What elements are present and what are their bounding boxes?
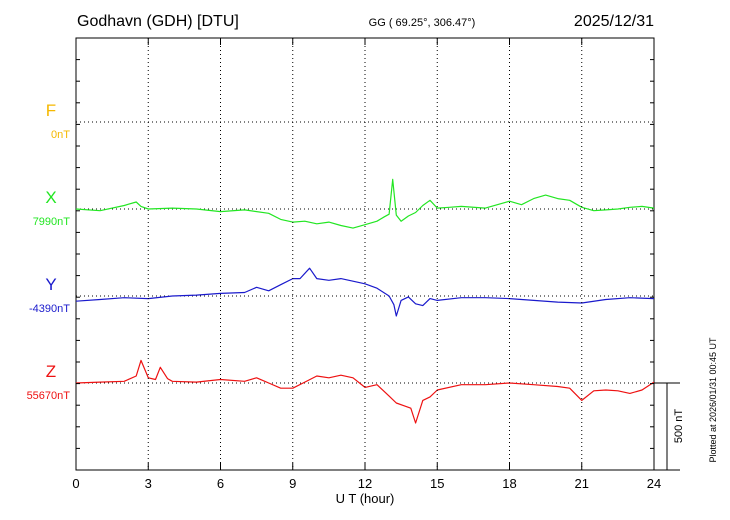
channel-baseline-y: -4390nT: [29, 303, 70, 315]
x-tick-label-6: 6: [217, 476, 224, 491]
trace-y: [75, 267, 655, 317]
station-title: Godhavn (GDH) [DTU]: [77, 13, 239, 30]
channel-baseline-f: 0nT: [51, 129, 70, 141]
scale-bar: 500 nT: [654, 382, 685, 471]
trace-x: [75, 178, 655, 229]
x-tick-label-15: 15: [430, 476, 444, 491]
channel-label-f: F: [46, 101, 56, 120]
plot-date: 2025/12/31: [574, 13, 654, 30]
scale-bar-label: 500 nT: [673, 409, 685, 444]
x-tick-label-0: 0: [72, 476, 79, 491]
trace-z: [75, 359, 655, 424]
channel-label-z: Z: [46, 362, 56, 381]
channel-baseline-z: 55670nT: [27, 390, 71, 402]
x-axis: 0 3 6 9 12 15 18 21 24: [72, 38, 661, 491]
x-tick-label-12: 12: [358, 476, 372, 491]
baseline-grid: [76, 121, 654, 384]
channel-label-x: X: [45, 188, 56, 207]
channel-label-y: Y: [45, 275, 56, 294]
plotted-timestamp: Plotted at 2026/01/31 00:45 UT: [708, 337, 718, 463]
x-tick-label-18: 18: [502, 476, 516, 491]
x-axis-label: U T (hour): [336, 491, 395, 506]
x-tick-label-21: 21: [575, 476, 589, 491]
station-coords: GG ( 69.25°, 306.47°): [369, 17, 476, 29]
trace-layer: [75, 178, 655, 424]
channel-labels: F 0nT X 7990nT Y -4390nT Z 55670nT: [27, 101, 71, 402]
x-tick-label-24: 24: [647, 476, 661, 491]
x-tick-label-3: 3: [145, 476, 152, 491]
channel-baseline-x: 7990nT: [33, 216, 71, 228]
x-tick-label-9: 9: [289, 476, 296, 491]
